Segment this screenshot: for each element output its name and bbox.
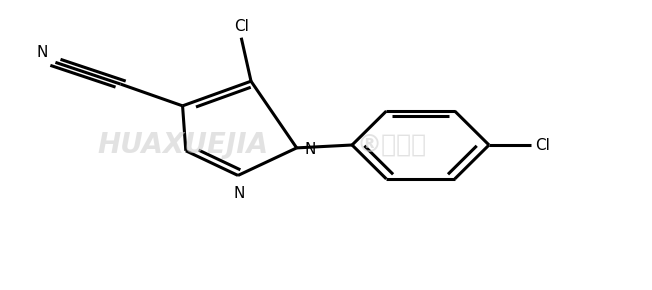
- Text: N: N: [304, 142, 316, 157]
- Text: ®化学加: ®化学加: [356, 133, 426, 157]
- Text: N: N: [233, 186, 245, 202]
- Text: Cl: Cl: [234, 19, 248, 34]
- Text: N: N: [37, 45, 48, 60]
- Text: Cl: Cl: [535, 137, 550, 153]
- Text: HUAXUEJIA: HUAXUEJIA: [97, 131, 268, 159]
